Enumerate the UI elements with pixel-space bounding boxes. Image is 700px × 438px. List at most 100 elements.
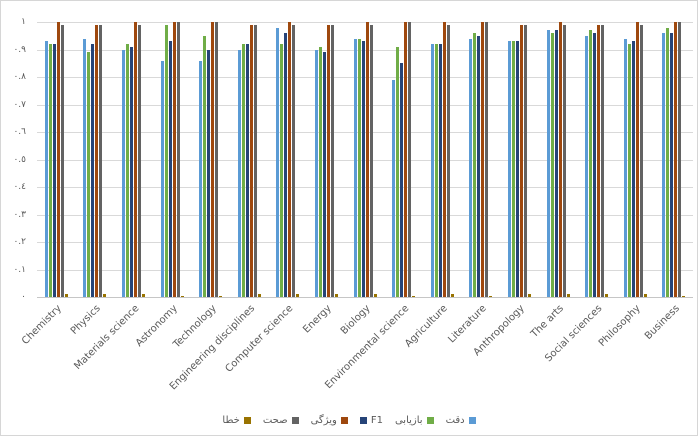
bar <box>257 294 261 297</box>
bar <box>519 24 523 297</box>
x-axis-label: Business <box>642 303 682 342</box>
bar <box>288 22 292 297</box>
bar <box>322 52 326 297</box>
bar <box>296 294 300 297</box>
gridline <box>37 132 693 133</box>
bar <box>527 294 531 297</box>
bar <box>330 24 334 297</box>
legend-item: بازیابی <box>395 415 434 426</box>
bar <box>125 44 129 297</box>
legend-item: صحت <box>263 415 299 426</box>
x-axis-label: Materials science <box>72 303 142 373</box>
bar <box>489 295 493 297</box>
y-tick-label: ٠.٥ <box>13 154 26 165</box>
bar <box>203 35 207 297</box>
bar <box>373 294 377 297</box>
bar <box>511 41 515 297</box>
bar <box>550 33 554 297</box>
bar-group <box>191 22 230 297</box>
legend-label: ویژگی <box>310 415 337 426</box>
bar <box>245 44 249 297</box>
bar <box>253 24 257 297</box>
gridline <box>37 22 693 23</box>
bar <box>662 33 666 297</box>
bar <box>137 24 141 297</box>
bar <box>353 38 357 297</box>
gridline <box>37 104 693 106</box>
bar <box>404 22 408 297</box>
y-tick-label: ٠.٤ <box>13 182 26 192</box>
legend-item: دقت <box>446 415 476 426</box>
plot-area <box>37 22 694 298</box>
bar <box>83 38 87 297</box>
legend-swatch <box>359 417 367 424</box>
x-axis-label: Environmental science <box>323 303 412 392</box>
bar <box>446 24 450 297</box>
bar <box>326 24 330 297</box>
bar <box>515 41 519 297</box>
bar <box>44 41 48 297</box>
bar-group <box>616 22 655 297</box>
legend-label: دقت <box>445 415 465 426</box>
bar <box>450 294 454 297</box>
legend-label: صحت <box>262 415 288 426</box>
bar <box>249 24 253 297</box>
bar <box>129 46 133 297</box>
bar <box>585 35 589 297</box>
x-axis-label: Computer science <box>223 303 296 375</box>
bar <box>64 294 68 297</box>
gridline <box>37 159 693 161</box>
bar-group <box>230 22 269 297</box>
x-axis-labels: Chemistry Physics Materials science Astrono… <box>20 300 693 400</box>
bar <box>121 49 125 297</box>
legend-item: F1 <box>359 415 383 426</box>
bar-group <box>655 22 694 297</box>
bar <box>357 38 361 297</box>
bar <box>141 294 145 297</box>
bar <box>589 30 593 297</box>
bar <box>207 49 211 297</box>
bar <box>369 24 373 297</box>
bar <box>430 44 434 297</box>
bar <box>87 52 91 297</box>
bar <box>554 30 558 297</box>
gridline <box>37 297 693 298</box>
bar <box>558 22 562 297</box>
bar <box>56 22 60 297</box>
bar <box>434 44 438 297</box>
bar <box>546 30 550 297</box>
bar <box>631 41 635 297</box>
bar <box>566 294 570 297</box>
bar <box>241 44 245 297</box>
bar <box>623 38 627 297</box>
bar <box>477 35 481 297</box>
bar <box>392 79 396 297</box>
y-tick-label: ٠.٨ <box>13 72 26 82</box>
bar-group <box>423 22 462 297</box>
bar-group <box>76 22 115 297</box>
legend-swatch <box>468 417 476 424</box>
bar <box>365 22 369 297</box>
bar <box>334 294 338 297</box>
legend-swatch <box>291 417 299 424</box>
y-tick-label: ٠.٩ <box>13 44 26 55</box>
legend-swatch <box>243 417 251 424</box>
bar <box>593 33 597 297</box>
x-axis-label: Biology <box>338 303 373 337</box>
bar-group <box>384 22 423 297</box>
bar <box>176 22 180 297</box>
bar <box>237 49 241 297</box>
bar <box>284 33 288 297</box>
bar <box>643 294 647 297</box>
y-tick-label: ٠.٦ <box>13 127 26 137</box>
legend-label: F1 <box>370 415 383 426</box>
bar <box>678 22 682 297</box>
bar <box>95 24 99 297</box>
bar <box>172 22 176 297</box>
bar <box>361 41 365 297</box>
bar <box>318 46 322 297</box>
bar <box>682 295 686 297</box>
bar <box>412 295 416 297</box>
bar <box>133 22 137 297</box>
